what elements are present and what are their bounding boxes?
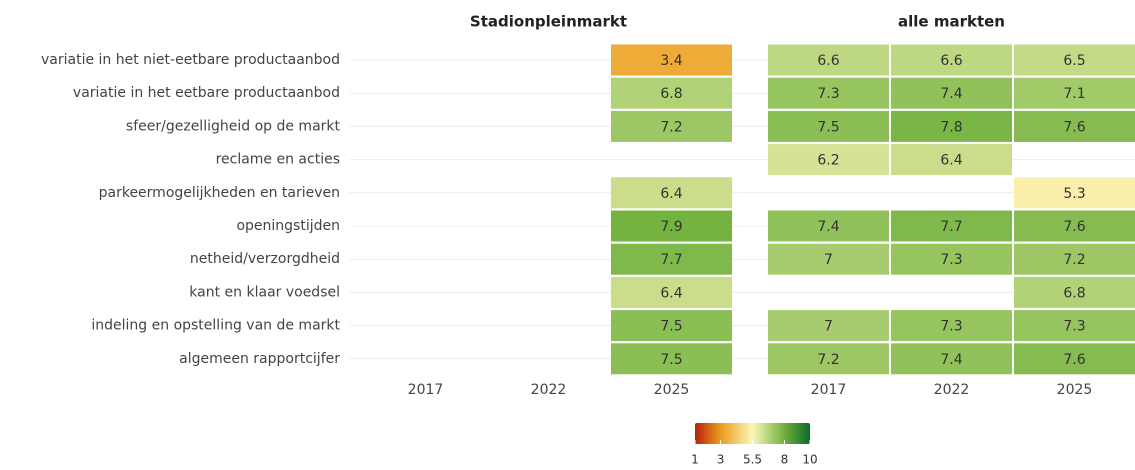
row-label: algemeen rapportcijfer (179, 351, 340, 367)
colorbar-tick-label: 3 (717, 453, 725, 467)
cell-label: 7.5 (660, 319, 682, 335)
colorbar-tick-label: 8 (781, 453, 789, 467)
colorbar-tick-label: 5.5 (743, 453, 762, 467)
panel-title: alle markten (898, 13, 1005, 31)
x-tick-label: 2017 (811, 382, 847, 398)
heat-cell (1014, 310, 1135, 342)
cell-label: 7.6 (1063, 119, 1085, 135)
cell-label: 6.4 (660, 186, 682, 202)
cell-label: 5.3 (1063, 186, 1085, 202)
row-label: reclame en acties (216, 152, 340, 168)
heat-cell (891, 44, 1012, 76)
heat-cell (891, 343, 1012, 375)
colorbar-tick-label: 1 (691, 453, 699, 467)
x-tick-label: 2025 (1057, 382, 1093, 398)
heat-cell (1014, 77, 1135, 109)
cell-label: 7.3 (1063, 319, 1085, 335)
row-label: parkeermogelijkheden en tarieven (99, 185, 340, 201)
cell-label: 7.4 (940, 86, 962, 102)
heat-cell (1014, 44, 1135, 76)
cell-label: 7.3 (817, 86, 839, 102)
cell-label: 7.3 (940, 319, 962, 335)
cell-label: 6.8 (1063, 285, 1085, 301)
row-label: openingstijden (236, 218, 340, 234)
heat-cell (1014, 243, 1135, 275)
heat-cell (1014, 210, 1135, 242)
heat-cell (611, 210, 732, 242)
cell-label: 7.4 (817, 219, 839, 235)
heat-cell (611, 77, 732, 109)
heat-cell (891, 110, 1012, 142)
heat-cell (611, 276, 732, 308)
cell-label: 7 (824, 252, 833, 268)
x-tick-label: 2017 (408, 382, 444, 398)
row-label: netheid/verzorgdheid (190, 251, 340, 267)
row-label: indeling en opstelling van de markt (91, 318, 340, 334)
heat-cell (1014, 343, 1135, 375)
row-label: kant en klaar voedsel (189, 284, 340, 300)
cell-label: 7.4 (940, 352, 962, 368)
heat-cell (1014, 177, 1135, 209)
cell-label: 6.4 (660, 285, 682, 301)
colorbar (695, 423, 810, 444)
row-label: variatie in het eetbare productaanbod (73, 85, 340, 101)
cell-label: 7.2 (817, 352, 839, 368)
cell-label: 7.1 (1063, 86, 1085, 102)
heat-cell (611, 310, 732, 342)
heat-cell (611, 343, 732, 375)
x-tick-label: 2022 (531, 382, 567, 398)
row-label: sfeer/gezelligheid op de markt (126, 118, 341, 134)
cell-label: 7.6 (1063, 352, 1085, 368)
heat-cell (611, 243, 732, 275)
cell-label: 6.6 (817, 53, 839, 69)
heat-cell (891, 243, 1012, 275)
cell-label: 7.5 (660, 352, 682, 368)
cell-label: 7.8 (940, 119, 962, 135)
row-label: variatie in het niet-eetbare productaanb… (41, 52, 340, 68)
heat-cell (891, 310, 1012, 342)
cell-label: 6.5 (1063, 53, 1085, 69)
cell-label: 6.4 (940, 153, 962, 169)
cell-label: 7.2 (660, 119, 682, 135)
heat-cell (768, 44, 889, 76)
heat-cell (1014, 110, 1135, 142)
heat-cell (891, 210, 1012, 242)
heat-cell (768, 310, 889, 342)
cell-label: 7 (824, 319, 833, 335)
cell-label: 7.9 (660, 219, 682, 235)
heat-cell (768, 77, 889, 109)
heat-cell (768, 210, 889, 242)
x-tick-label: 2022 (934, 382, 970, 398)
cell-label: 6.8 (660, 86, 682, 102)
colorbar-tick-label: 10 (802, 453, 817, 467)
x-tick-label: 2025 (654, 382, 690, 398)
heat-cell (1014, 276, 1135, 308)
heat-cell (768, 243, 889, 275)
heat-cell (891, 77, 1012, 109)
cell-label: 7.3 (940, 252, 962, 268)
heat-cell (891, 144, 1012, 176)
heat-cell (768, 343, 889, 375)
panel-title: Stadionpleinmarkt (470, 13, 627, 31)
heat-cell (768, 144, 889, 176)
heat-cell (611, 110, 732, 142)
cell-label: 7.2 (1063, 252, 1085, 268)
heat-cell (611, 177, 732, 209)
cell-label: 7.6 (1063, 219, 1085, 235)
cell-label: 7.7 (660, 252, 682, 268)
heat-cell (611, 44, 732, 76)
cell-label: 7.5 (817, 119, 839, 135)
cell-label: 7.7 (940, 219, 962, 235)
cell-label: 3.4 (660, 53, 682, 69)
heat-cell (768, 110, 889, 142)
cell-label: 6.2 (817, 153, 839, 169)
cell-label: 6.6 (940, 53, 962, 69)
